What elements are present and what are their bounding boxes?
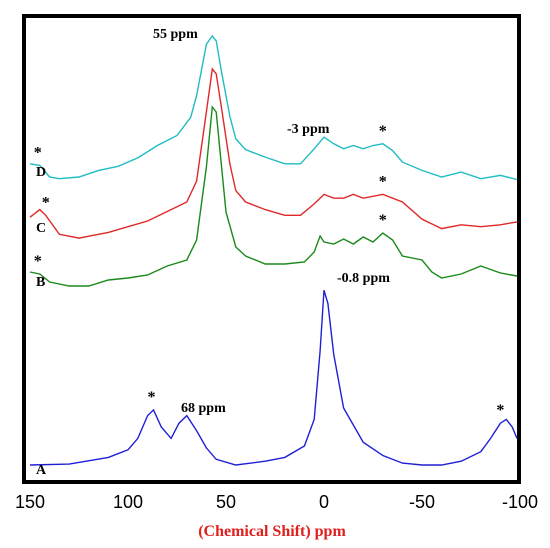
x-tick-label: 150	[15, 492, 45, 512]
plot-frame	[22, 14, 521, 484]
trace-label-a: A	[36, 463, 47, 478]
peak-annotation: 68 ppm	[181, 401, 226, 416]
x-axis-ticks: 150 100 50 0 -50 -100	[15, 492, 538, 512]
x-tick-label: 100	[113, 492, 143, 512]
trace-b	[29, 105, 518, 287]
trace-label-d: D	[36, 165, 46, 180]
trace-label-c: C	[36, 221, 46, 236]
peak-annotation: -0.8 ppm	[337, 271, 390, 286]
trace-labels: A B C D	[36, 165, 47, 478]
sideband-marker: *	[379, 123, 387, 140]
sideband-marker: *	[496, 402, 504, 419]
x-axis-label: (Chemical Shift) ppm	[198, 523, 346, 540]
peak-annotation: 55 ppm	[153, 27, 198, 42]
trace-c	[29, 67, 518, 239]
trace-a	[29, 290, 518, 466]
x-tick-label: -50	[409, 492, 435, 512]
sideband-marker: *	[148, 389, 156, 406]
spinning-sideband-markers: * * * * * * * *	[34, 123, 505, 419]
trace-d	[29, 34, 518, 181]
sideband-marker: *	[42, 194, 50, 211]
peak-annotations: 55 ppm -3 ppm -0.8 ppm 68 ppm	[153, 27, 390, 416]
peak-annotation: -3 ppm	[287, 122, 330, 137]
x-tick-label: 0	[319, 492, 329, 512]
x-tick-label: -100	[502, 492, 538, 512]
x-tick-label: 50	[216, 492, 236, 512]
trace-label-b: B	[36, 275, 45, 290]
sideband-marker: *	[379, 212, 387, 229]
sideband-marker: *	[34, 253, 42, 270]
spectrum-traces	[29, 34, 518, 466]
sideband-marker: *	[379, 173, 387, 190]
sideband-marker: *	[34, 144, 42, 161]
